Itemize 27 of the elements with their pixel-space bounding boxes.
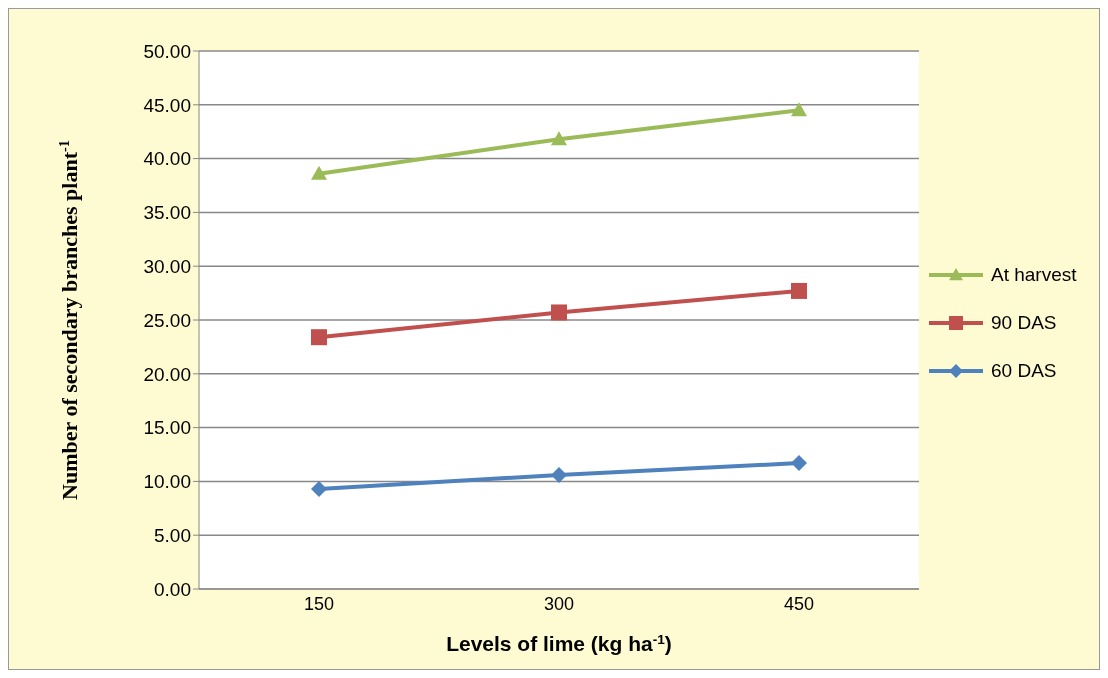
legend-label: 60 DAS xyxy=(991,360,1057,382)
point xyxy=(551,131,567,146)
y-tick-label: 25.00 xyxy=(143,309,191,331)
x-tick-label: 450 xyxy=(783,593,815,614)
y-tick-label: 50.00 xyxy=(143,40,191,62)
x-tick-label: 300 xyxy=(543,593,575,614)
x-axis-title: Levels of lime (kg ha$^{-1}$) xyxy=(446,631,672,655)
point xyxy=(791,455,807,472)
y-tick-label: 0.00 xyxy=(154,578,191,600)
point xyxy=(311,480,327,497)
legend-label: 90 DAS xyxy=(991,312,1057,334)
point xyxy=(311,329,327,346)
y-tick-label: 45.00 xyxy=(143,94,191,116)
y-tick-label: 10.00 xyxy=(143,471,191,493)
legend-label: At harvest xyxy=(991,264,1077,286)
point xyxy=(791,282,807,299)
y-tick-label: 30.00 xyxy=(143,255,191,277)
y-tick-label: 35.00 xyxy=(143,202,191,224)
y-tick-label: 40.00 xyxy=(143,148,191,170)
y-tick-label: 20.00 xyxy=(143,363,191,385)
y-tick-label: 5.00 xyxy=(154,524,191,546)
point xyxy=(551,304,567,321)
x-tick-label: 150 xyxy=(303,593,335,614)
y-tick-label: 15.00 xyxy=(143,417,191,439)
point xyxy=(791,102,807,117)
point xyxy=(551,466,567,483)
point xyxy=(311,165,327,180)
